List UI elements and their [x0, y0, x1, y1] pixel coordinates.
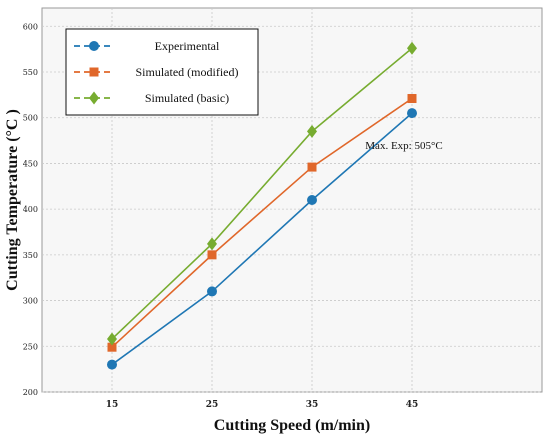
- data-point: [307, 195, 317, 205]
- y-tick-labels: 200 250 300 350 400 450 500 550 600: [23, 22, 38, 397]
- legend-marker: [89, 41, 99, 51]
- series-circle: [107, 108, 417, 370]
- x-tick-label: 25: [206, 400, 219, 410]
- data-point: [407, 41, 417, 55]
- legend-item: Simulated (basic): [74, 91, 229, 105]
- x-tick-labels: 15 25 35 45: [106, 400, 419, 410]
- data-point: [307, 162, 317, 172]
- legend: Experimental Simulated (modified) Simulate…: [65, 28, 259, 116]
- legend-label: Simulated (modified): [136, 65, 239, 79]
- legend-item: Experimental: [74, 39, 220, 53]
- legend-label: Simulated (basic): [145, 91, 229, 105]
- series-group: [107, 41, 417, 370]
- x-tick-label: 45: [406, 400, 419, 410]
- y-tick-label: 400: [23, 205, 38, 214]
- y-tick-label: 600: [23, 22, 38, 31]
- legend-marker: [89, 91, 99, 105]
- y-tick-label: 250: [23, 342, 38, 351]
- y-tick-label: 200: [23, 388, 38, 397]
- y-tick-label: 300: [23, 297, 38, 306]
- series-square: [107, 94, 417, 352]
- data-point: [407, 108, 417, 119]
- data-point: [107, 342, 117, 352]
- data-point: [107, 359, 117, 370]
- data-point: [107, 332, 117, 346]
- legend-label: Experimental: [155, 39, 220, 53]
- data-point: [207, 286, 217, 297]
- y-tick-label: 550: [23, 68, 38, 77]
- y-tick-label: 350: [23, 251, 38, 260]
- y-tick-label: 450: [23, 159, 38, 168]
- x-tick-label: 35: [306, 400, 319, 410]
- annotation-max-exp: Max. Exp: 505°C: [365, 140, 442, 152]
- x-axis-title: Cutting Speed (m/min): [214, 417, 370, 434]
- y-axis-title: Cutting Temperature (°C ): [4, 109, 21, 291]
- data-point: [207, 237, 217, 251]
- y-tick-label: 500: [23, 114, 38, 123]
- series-line: [111, 97, 413, 348]
- data-point: [407, 94, 417, 104]
- data-point: [207, 250, 217, 260]
- legend-items: Experimental Simulated (modified) Simulate…: [74, 39, 238, 105]
- series-diamond: [107, 41, 417, 346]
- legend-marker: [89, 67, 99, 77]
- x-tick-label: 15: [106, 400, 119, 410]
- series-line: [111, 112, 413, 366]
- data-point: [307, 124, 317, 138]
- series-line: [111, 47, 413, 340]
- legend-item: Simulated (modified): [74, 65, 238, 79]
